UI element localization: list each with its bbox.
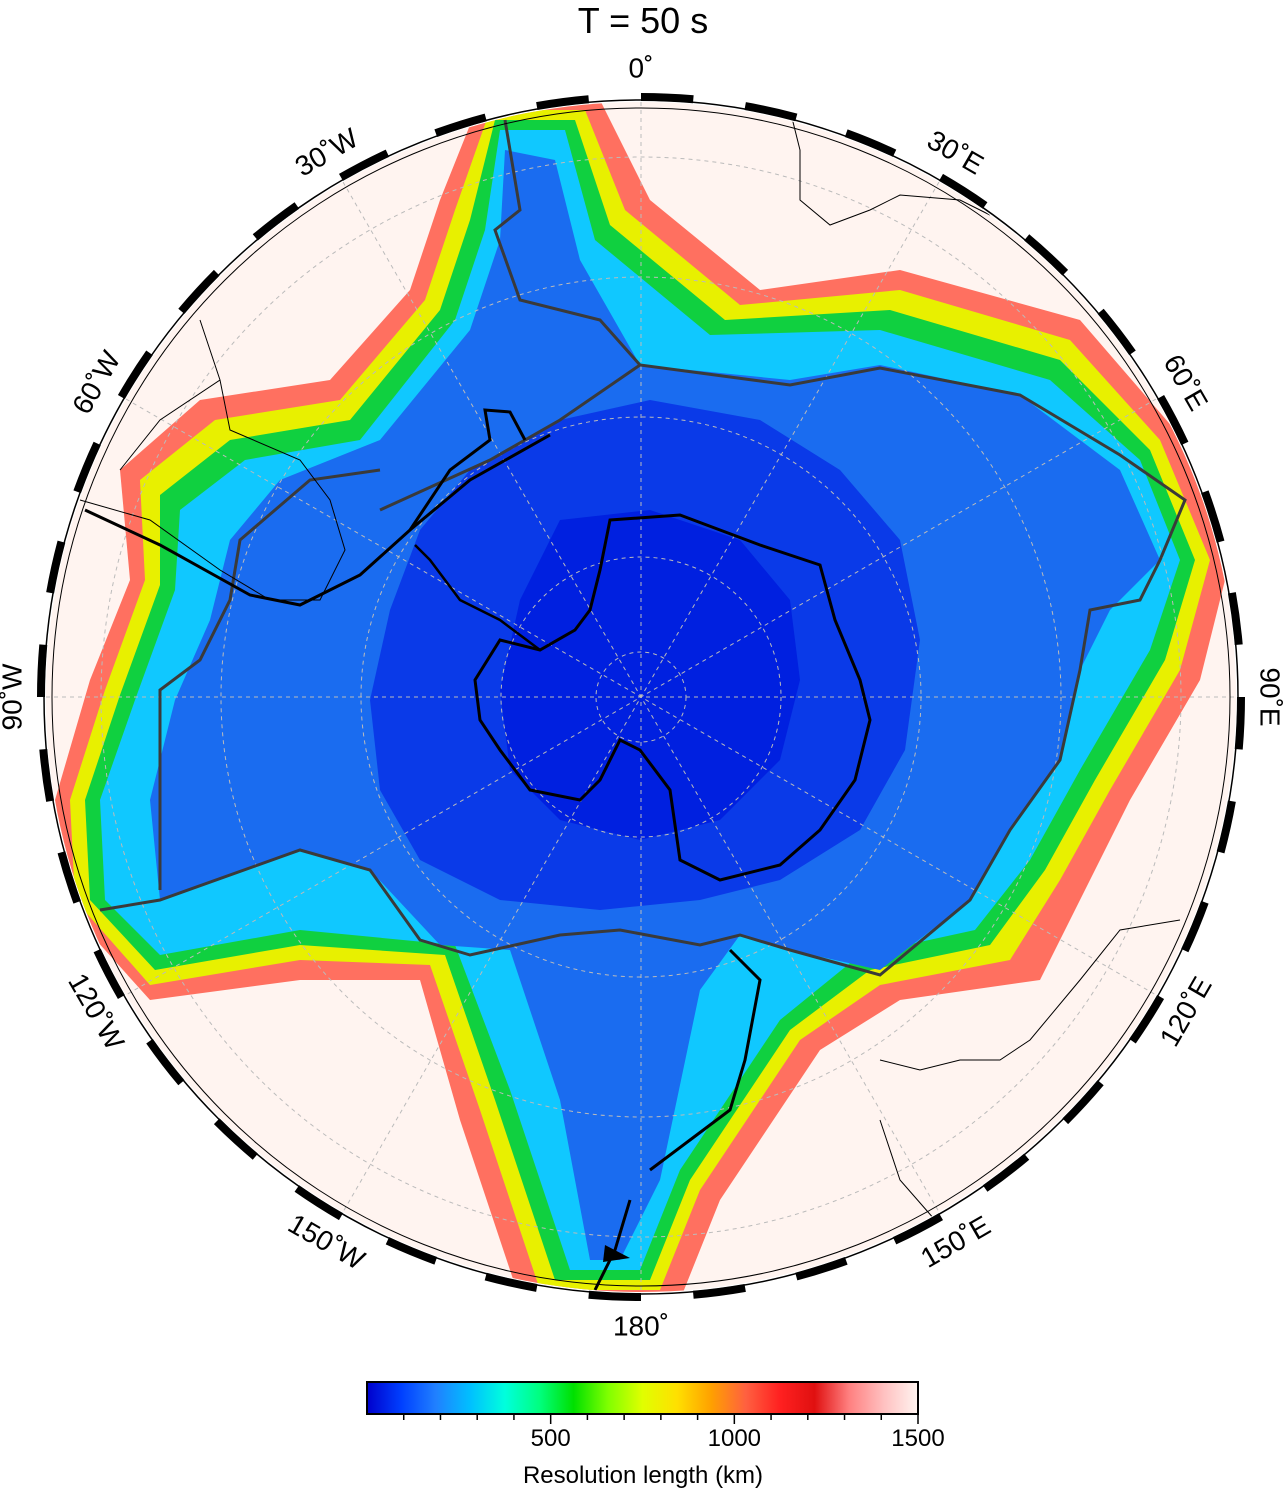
frame-segment	[73, 441, 101, 494]
antarctica-inland-coast	[119, 379, 221, 471]
frame-segment	[57, 851, 81, 904]
frame-segment	[178, 269, 220, 314]
longitude-label: 120˚E	[1154, 971, 1218, 1051]
south-america-coastline	[79, 319, 346, 601]
frame-segment	[46, 540, 66, 594]
new-zealand-trench	[649, 948, 762, 1172]
colorbar: 500 1000 1500 Resolution length (km)	[366, 1381, 945, 1488]
frame-segment	[1201, 490, 1225, 543]
map-frame	[37, 93, 1246, 1302]
map-title: T = 50 s	[578, 0, 708, 41]
longitude-label: 150˚E	[915, 1210, 995, 1274]
resolution-core-darkest	[500, 510, 800, 840]
colorbar-tick-label: 1000	[708, 1425, 761, 1452]
frame-segment	[1181, 900, 1209, 953]
frame-segment	[640, 93, 694, 104]
longitude-label: 30˚E	[922, 124, 989, 180]
frame-segment	[692, 1283, 746, 1299]
frame-segment	[795, 1257, 848, 1281]
frame-segment	[1157, 395, 1189, 446]
frame-segment	[213, 1118, 258, 1160]
frame-segment	[252, 202, 300, 241]
colorbar-gradient	[366, 1381, 919, 1415]
frame-segment	[1234, 696, 1246, 750]
subduction-marker	[603, 1245, 630, 1262]
frame-segment	[434, 113, 487, 137]
frame-segment	[536, 95, 590, 111]
trench-south-america	[84, 433, 551, 607]
frame-segment	[744, 102, 798, 122]
africa-coastline	[789, 109, 991, 226]
frame-segment	[339, 149, 390, 181]
frame-segment	[117, 350, 153, 400]
frame-segment	[37, 644, 48, 698]
frame-segment	[93, 948, 125, 999]
frame-segment	[1129, 994, 1165, 1044]
frame-segment	[385, 1237, 438, 1265]
kermadec-trench	[593, 1199, 632, 1291]
frame-segment	[484, 1272, 538, 1292]
antarctic-peninsula	[414, 544, 541, 651]
longitude-label: 90˚E	[1255, 667, 1286, 726]
frame-segment	[1062, 1080, 1104, 1125]
map-disk	[46, 102, 1236, 1292]
colorbar-tick-label: 1500	[891, 1425, 944, 1452]
frame-segment	[146, 1038, 185, 1086]
longitude-label: 180˚	[613, 1311, 669, 1342]
frame-segment	[1227, 592, 1243, 646]
longitude-label: 90˚W	[0, 663, 28, 730]
graticule	[46, 102, 1236, 1292]
frame-segment	[1024, 234, 1069, 276]
frame-segment	[588, 1290, 642, 1302]
australia-coastline	[879, 919, 1181, 1221]
longitude-label: 0˚	[629, 53, 654, 84]
frame-segment	[1097, 308, 1136, 356]
scotia-arc	[408, 408, 527, 531]
antarctica-coastline	[473, 513, 872, 882]
frame-segment	[1216, 800, 1236, 854]
frame-segment	[844, 129, 897, 157]
longitude-label: 60˚W	[66, 345, 127, 419]
frame-segment	[294, 1185, 344, 1221]
frame-segment	[938, 173, 988, 209]
frame-segment	[39, 748, 55, 802]
frame-segment	[982, 1153, 1030, 1192]
colorbar-label: Resolution length (km)	[523, 1462, 763, 1488]
colorbar-tick-label: 500	[531, 1425, 571, 1452]
frame-segment	[892, 1213, 943, 1245]
